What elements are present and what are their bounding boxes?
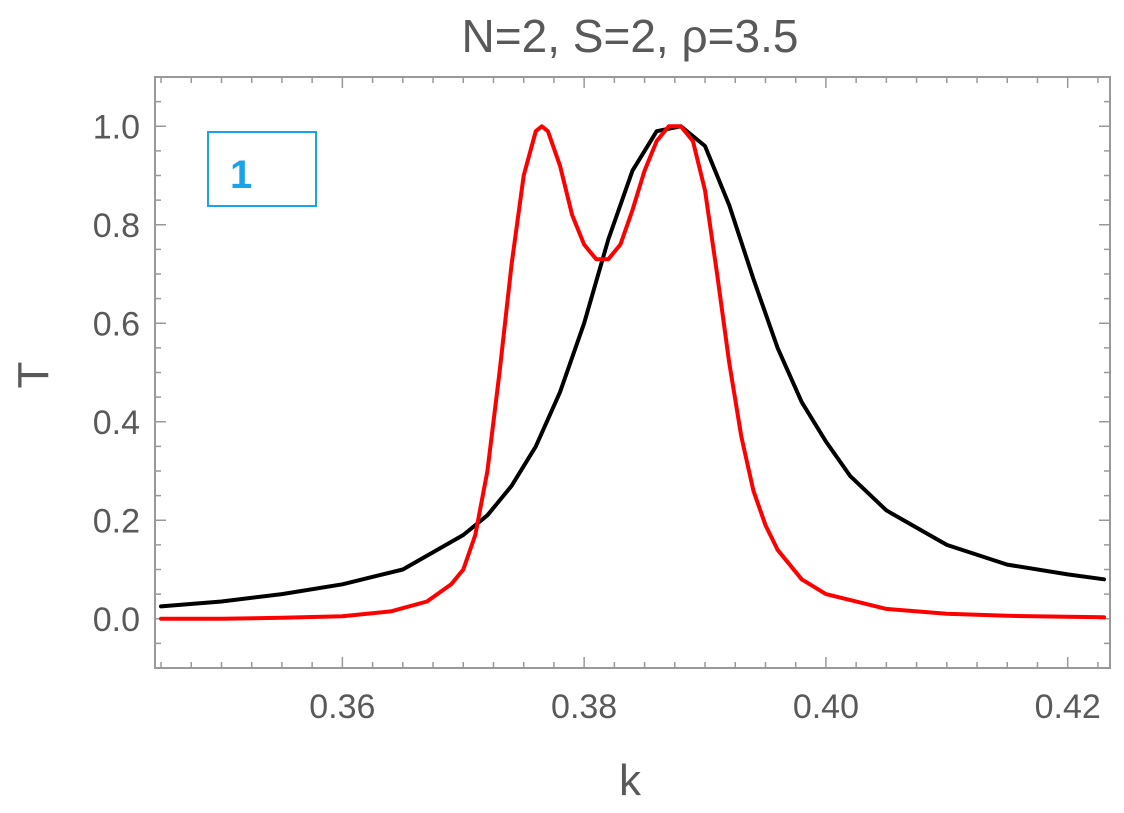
- y-axis-label: T: [9, 362, 58, 389]
- y-tick-label: 0.6: [93, 305, 140, 343]
- tick-marks: [155, 76, 1110, 669]
- series-line-1: [159, 124, 1106, 609]
- y-tick-label: 0.2: [93, 502, 140, 540]
- plot-frame: [154, 76, 1111, 669]
- series-layer: [159, 124, 1106, 621]
- x-axis-label: k: [619, 756, 642, 805]
- x-tick-label: 0.36: [309, 688, 375, 726]
- y-tick-label: 1.0: [93, 108, 140, 146]
- x-tick-label: 0.40: [793, 688, 859, 726]
- chart-title: N=2, S=2, ρ=3.5: [462, 10, 799, 62]
- tick-labels: 0.36 0.38 0.40 0.42 0.0 0.2 0.4 0.6 0.8 1.0: [93, 108, 1101, 726]
- y-tick-label: 0.0: [93, 601, 140, 639]
- panel-label-box: [207, 131, 317, 207]
- y-tick-label: 0.8: [93, 207, 140, 245]
- y-tick-label: 0.4: [93, 404, 140, 442]
- panel-label: 1: [230, 153, 252, 197]
- x-tick-label: 0.42: [1035, 688, 1101, 726]
- series-line-2: [159, 124, 1106, 621]
- x-tick-label: 0.38: [551, 688, 617, 726]
